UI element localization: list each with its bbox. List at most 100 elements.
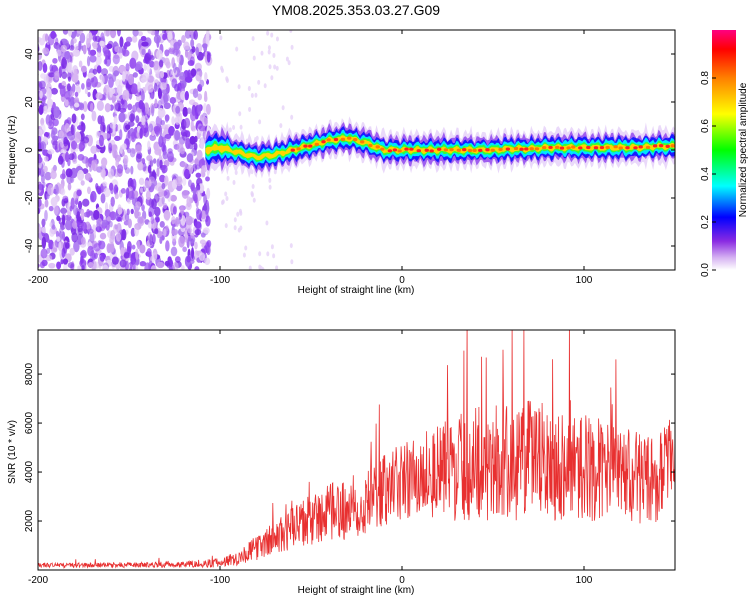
noise-cell (86, 55, 91, 67)
noise-cell (62, 30, 69, 35)
noise-cell (105, 30, 110, 37)
noise-cell (132, 30, 139, 37)
noise-cell (129, 147, 136, 158)
noise-cell (237, 227, 241, 233)
noise-cell (95, 92, 103, 100)
noise-cell (129, 113, 135, 123)
colorbar: 0.0 0.2 0.4 0.6 0.8 Normalized spectral ampl… (700, 30, 749, 277)
ridge-peak (541, 146, 547, 150)
ridge-peak (397, 149, 402, 153)
noise-cell (90, 76, 98, 88)
noise-cell (266, 251, 270, 257)
noise-cell (116, 84, 123, 95)
noise-cell (191, 247, 195, 259)
spectrogram-xlabel: Height of straight line (km) (298, 285, 415, 296)
noise-cell (251, 36, 255, 42)
colorbar-tick-label: 0.4 (700, 167, 711, 181)
noise-cell (115, 232, 122, 242)
noise-cell (38, 198, 42, 207)
spectrogram-heatmap (26, 30, 675, 270)
noise-cell (194, 266, 200, 270)
spectrogram-xtick-label: 0 (399, 275, 405, 286)
noise-cell (56, 49, 62, 57)
ridge-peak (429, 149, 434, 153)
noise-cell (119, 129, 123, 141)
noise-cell (226, 175, 230, 181)
noise-cell (26, 213, 30, 221)
ridge-peak (505, 147, 511, 151)
noise-cell (192, 163, 198, 172)
noise-cell (48, 119, 55, 129)
noise-cell (76, 211, 80, 218)
noise-cell (252, 55, 256, 61)
noise-cell (104, 102, 111, 113)
noise-cell (60, 207, 67, 215)
noise-cell (38, 128, 43, 136)
noise-cell (159, 159, 163, 169)
noise-cell (55, 230, 60, 238)
ridge-peak (449, 148, 454, 152)
noise-cell (181, 265, 185, 270)
noise-cell (104, 209, 111, 218)
noise-cell (107, 73, 113, 80)
noise-cell (272, 253, 276, 259)
noise-cell (71, 83, 76, 93)
noise-cell (61, 71, 68, 80)
noise-cell (47, 149, 55, 155)
spectrogram-xtick-label: 100 (576, 275, 593, 286)
noise-cell (236, 211, 240, 217)
noise-cell (163, 209, 171, 221)
spectrogram-ylabel: Frequency (Hz) (7, 116, 18, 185)
noise-cell (126, 208, 130, 216)
ridge-peak (347, 136, 352, 140)
noise-cell (205, 33, 210, 45)
noise-cell (95, 55, 102, 66)
noise-cell (59, 227, 64, 234)
noise-cell (220, 68, 224, 74)
noise-cell (279, 123, 283, 129)
noise-cell (193, 30, 198, 40)
noise-cell (156, 158, 160, 168)
noise-cell (272, 52, 276, 58)
noise-cell (143, 63, 148, 72)
noise-cell (138, 99, 144, 110)
noise-cell (205, 176, 210, 182)
noise-cell (48, 262, 56, 269)
ridge-peak (559, 146, 565, 150)
noise-cell (190, 38, 195, 48)
noise-cell (82, 198, 90, 207)
ridge-peak (670, 144, 675, 148)
noise-cell (120, 187, 126, 194)
noise-cell (38, 179, 39, 181)
noise-cell (94, 35, 101, 43)
noise-cell (100, 115, 105, 127)
ridge-peak (380, 147, 385, 151)
ridge-peak (392, 148, 398, 152)
noise-cell (40, 248, 48, 259)
noise-cell (257, 79, 261, 85)
noise-cell (194, 221, 202, 229)
noise-cell (153, 251, 158, 258)
noise-cell (108, 168, 115, 180)
noise-cell (147, 30, 153, 34)
noise-cell (168, 47, 176, 55)
noise-cell (254, 92, 258, 98)
noise-cell (176, 142, 184, 153)
noise-cell (287, 60, 291, 66)
noise-cell (268, 177, 272, 183)
noise-cell (258, 251, 262, 257)
ridge-peak (314, 142, 320, 147)
noise-cell (270, 32, 274, 38)
noise-cell (196, 149, 203, 160)
noise-cell (238, 111, 242, 117)
noise-cell (30, 182, 36, 191)
ridge-peak (618, 146, 623, 150)
noise-cell (141, 48, 146, 56)
snr-ytick-label: 6000 (24, 412, 35, 435)
noise-cell (122, 89, 130, 102)
noise-cell (53, 106, 61, 119)
noise-cell (99, 40, 105, 47)
noise-cell (185, 76, 193, 83)
noise-cell (159, 236, 163, 245)
